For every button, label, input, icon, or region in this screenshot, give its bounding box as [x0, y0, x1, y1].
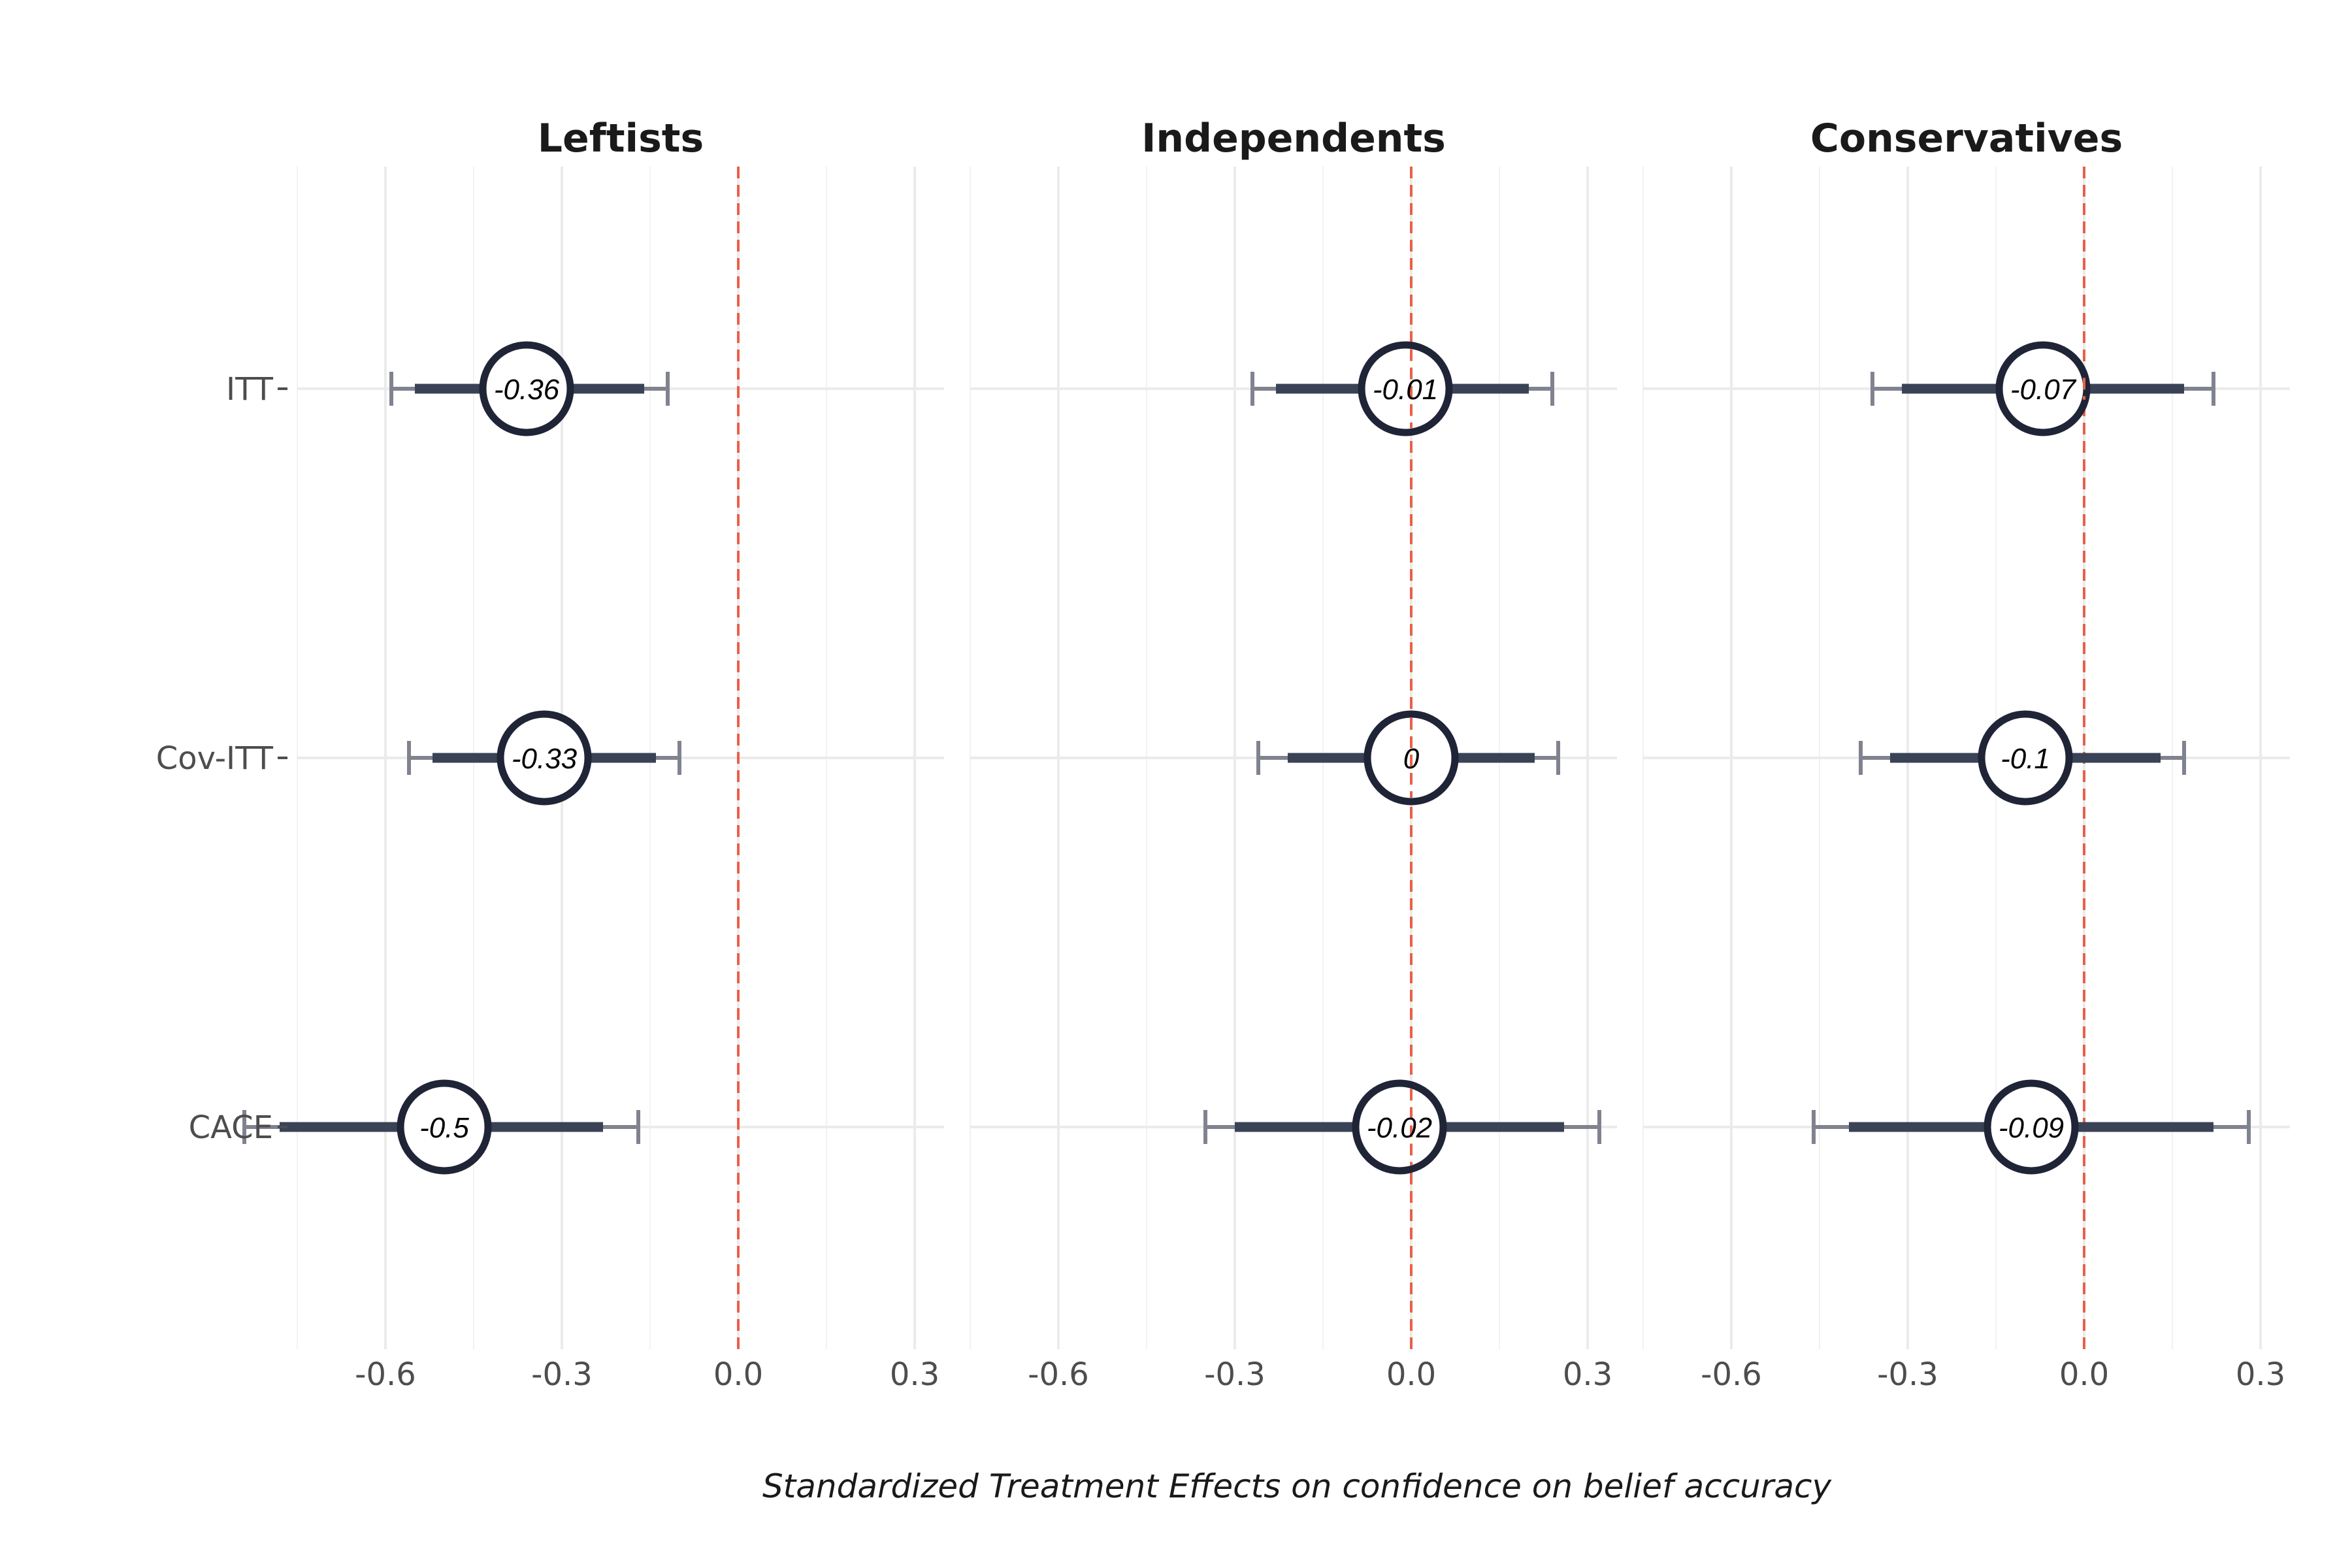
estimate-cace: -0.5 [242, 1079, 640, 1175]
x-axis-label: Standardized Treatment Effects on confid… [762, 1467, 1833, 1505]
estimate-cace: -0.02 [1203, 1079, 1601, 1175]
x-tick-label: 0.0 [1386, 1356, 1436, 1393]
x-tick-label: 0.0 [713, 1356, 763, 1393]
estimate-cov-itt: -0.33 [407, 710, 681, 806]
estimate-label: -0.07 [2010, 374, 2077, 406]
estimate-label: -0.09 [1999, 1112, 2064, 1144]
x-tick-label: -0.3 [1877, 1356, 1938, 1393]
x-tick-label: -0.6 [1701, 1356, 1762, 1393]
estimate-label: -0.33 [512, 743, 578, 775]
estimate-cov-itt: 0 [1256, 710, 1560, 806]
estimate-point [479, 341, 574, 436]
panels-group: Leftists -0.6 -0.3 0.0 0.3 -0.36 -0.33 -0.5 Inde… [242, 116, 2290, 1393]
x-tick-label: -0.3 [531, 1356, 593, 1393]
x-tick-label: -0.6 [355, 1356, 416, 1393]
x-tick-label: 0.3 [890, 1356, 939, 1393]
estimate-label: -0.02 [1367, 1112, 1432, 1144]
x-tick-label: 0.3 [1563, 1356, 1612, 1393]
estimate-label: -0.36 [494, 374, 560, 406]
estimate-itt: -0.07 [1870, 341, 2215, 436]
panel-title: Conservatives [1810, 116, 2123, 161]
x-tick-label: 0.3 [2236, 1356, 2285, 1393]
estimate-itt: -0.36 [389, 341, 670, 436]
y-tick-label-itt: ITT [226, 371, 274, 408]
estimate-point [1978, 710, 2073, 806]
estimate-point [1984, 1079, 2079, 1175]
estimate-label: -0.01 [1373, 374, 1438, 406]
panel-conservatives: Conservatives -0.6 -0.3 0.0 0.3 -0.07 -0.1 -0.0… [1642, 116, 2290, 1393]
estimate-point [397, 1079, 492, 1175]
panel-title: Leftists [538, 116, 704, 161]
estimate-point [1358, 341, 1453, 436]
y-axis: ITT Cov-ITT CACE [156, 371, 287, 1146]
estimate-label: -0.5 [419, 1112, 469, 1144]
estimate-point [497, 710, 592, 806]
x-tick-label: 0.0 [2059, 1356, 2109, 1393]
panel-independents: Independents -0.6 -0.3 0.0 0.3 -0.01 0 -0.02 [970, 116, 1617, 1393]
x-tick-label: -0.6 [1028, 1356, 1089, 1393]
estimate-itt: -0.01 [1250, 341, 1554, 436]
y-tick-label-cace: CACE [189, 1109, 273, 1146]
estimate-cov-itt: -0.1 [1859, 710, 2186, 806]
estimate-label: -0.1 [2001, 743, 2050, 775]
y-tick-label-cov-itt: Cov-ITT [156, 740, 274, 777]
estimate-point [1995, 341, 2091, 436]
estimate-label: 0 [1403, 743, 1420, 775]
estimate-point [1352, 1079, 1447, 1175]
panel-title: Independents [1141, 116, 1446, 161]
panel-leftists: Leftists -0.6 -0.3 0.0 0.3 -0.36 -0.33 -0.5 [242, 116, 944, 1393]
x-tick-label: -0.3 [1204, 1356, 1266, 1393]
estimate-cace: -0.09 [1812, 1079, 2251, 1175]
